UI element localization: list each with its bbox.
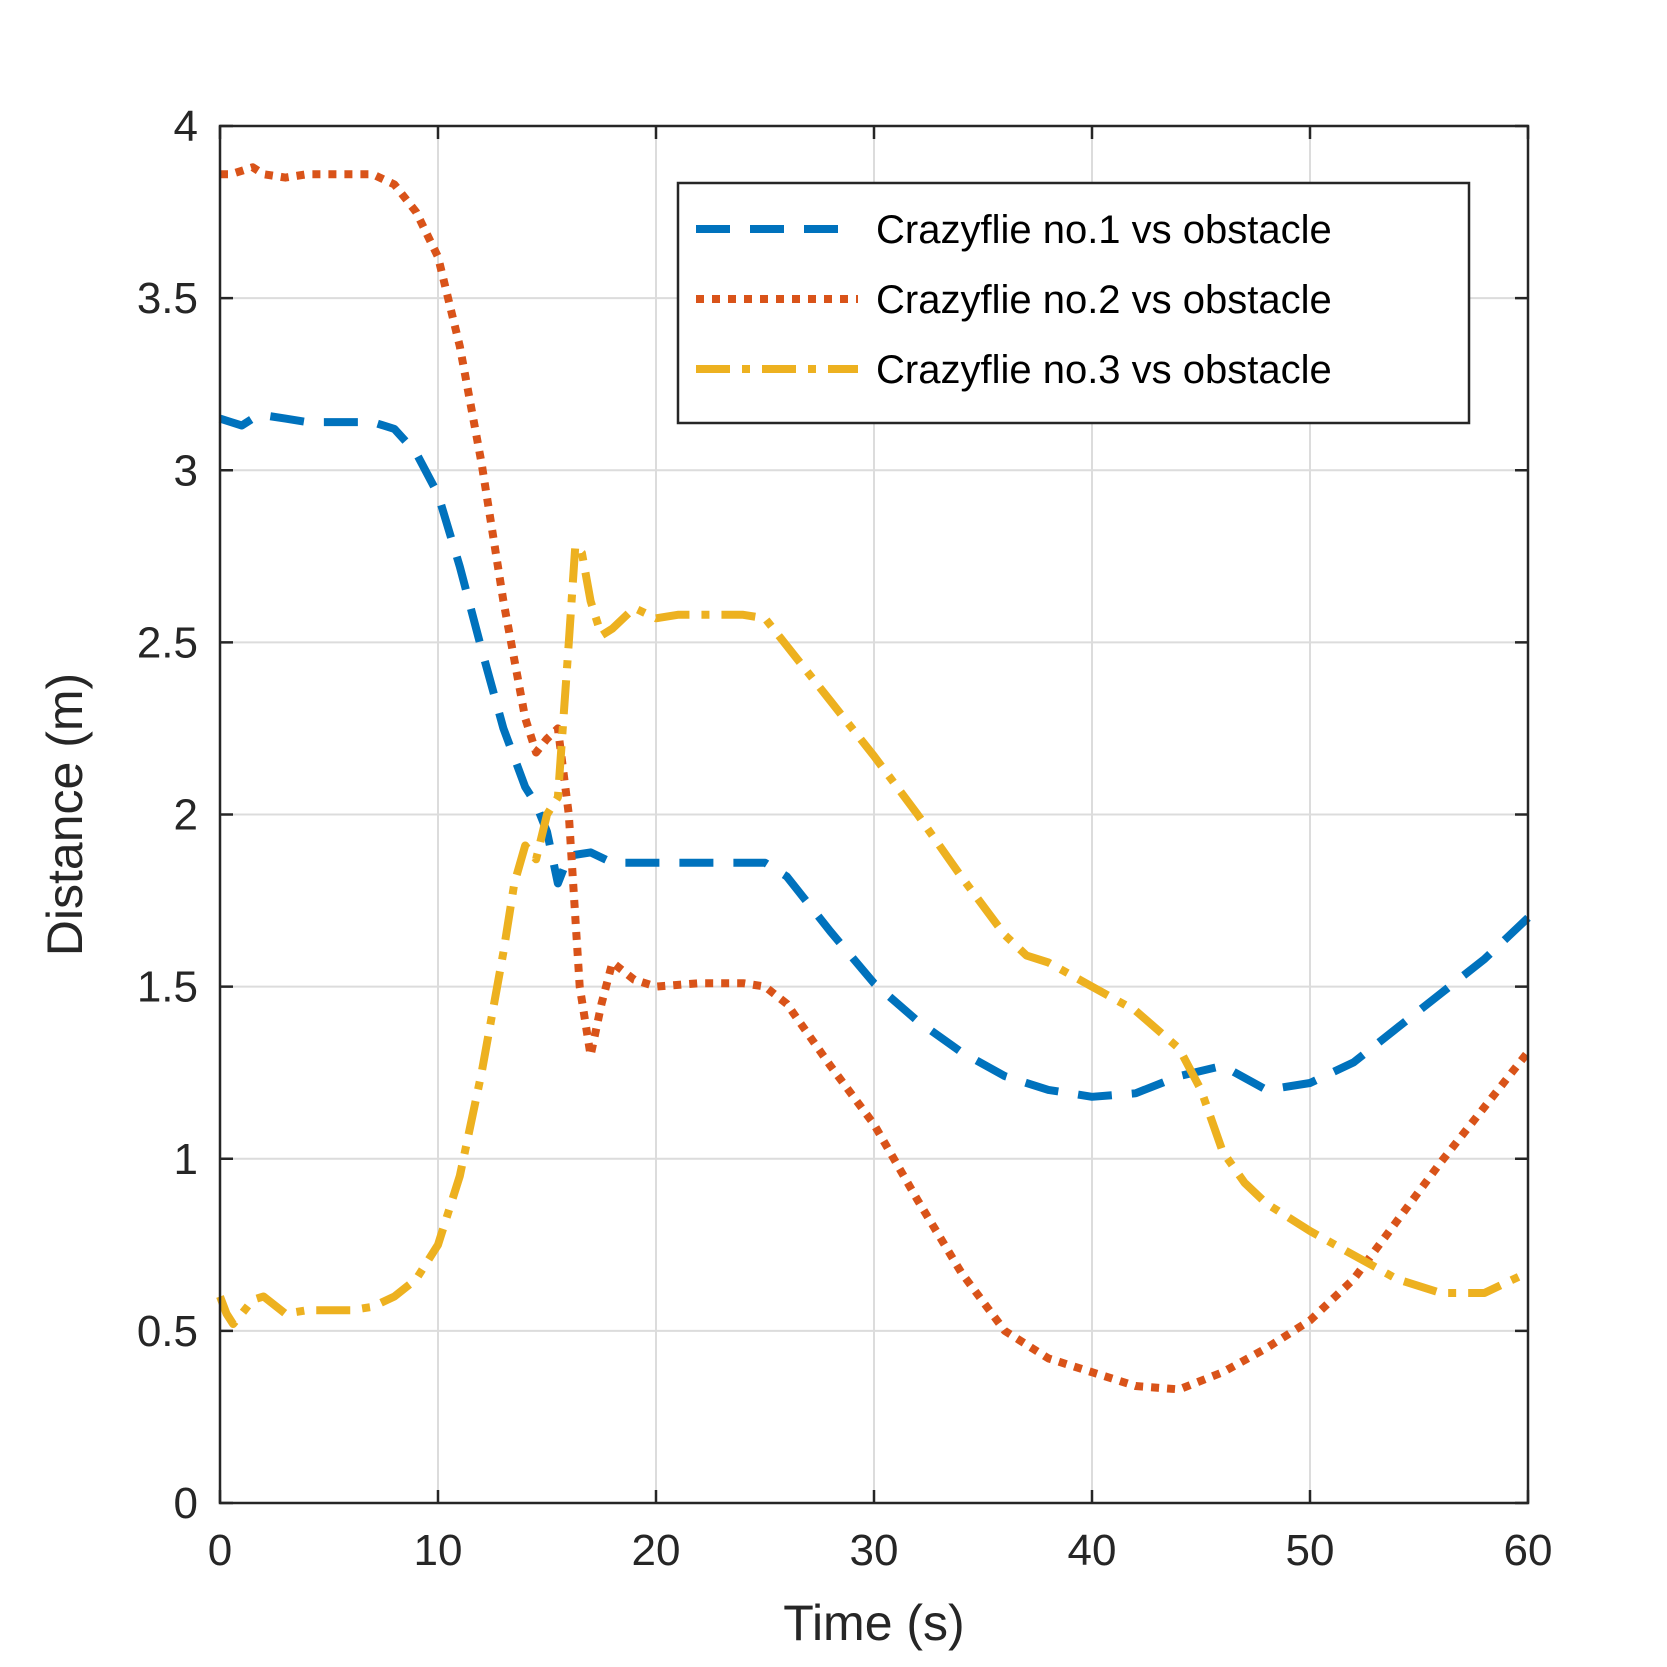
x-tick-label: 10: [414, 1526, 463, 1575]
series-layer: [216, 163, 1532, 1394]
y-axis-label: Distance (m): [37, 673, 93, 956]
legend: Crazyflie no.1 vs obstacle Crazyflie no.2…: [676, 181, 1471, 425]
ticks: 0 10 20 30 40 50 60 0 0.5 1 1.5 2 2.5 3 3.5 4: [137, 102, 1553, 1575]
x-tick-label: 20: [632, 1526, 681, 1575]
x-tick-label: 0: [208, 1526, 232, 1575]
series-line-2: [220, 163, 1532, 1394]
x-tick-label: 40: [1068, 1526, 1117, 1575]
legend-label-1: Crazyflie no.1 vs obstacle: [876, 208, 1332, 252]
series-line-3: [216, 542, 1530, 1328]
series-line-1: [218, 411, 1531, 1101]
legend-label-3: Crazyflie no.3 vs obstacle: [876, 348, 1332, 392]
y-tick-label: 3.5: [137, 274, 198, 323]
x-tick-label: 50: [1286, 1526, 1335, 1575]
y-tick-label: 0.5: [137, 1307, 198, 1356]
y-tick-label: 4: [174, 102, 198, 151]
y-tick-label: 3: [174, 446, 198, 495]
y-tick-label: 1.5: [137, 963, 198, 1012]
y-tick-label: 2.5: [137, 618, 198, 667]
y-tick-label: 1: [174, 1135, 198, 1184]
x-tick-label: 60: [1504, 1526, 1553, 1575]
y-tick-label: 2: [174, 791, 198, 840]
y-tick-label: 0: [174, 1479, 198, 1528]
x-tick-label: 30: [850, 1526, 899, 1575]
legend-label-2: Crazyflie no.2 vs obstacle: [876, 278, 1332, 322]
x-axis-label: Time (s): [783, 1595, 964, 1651]
